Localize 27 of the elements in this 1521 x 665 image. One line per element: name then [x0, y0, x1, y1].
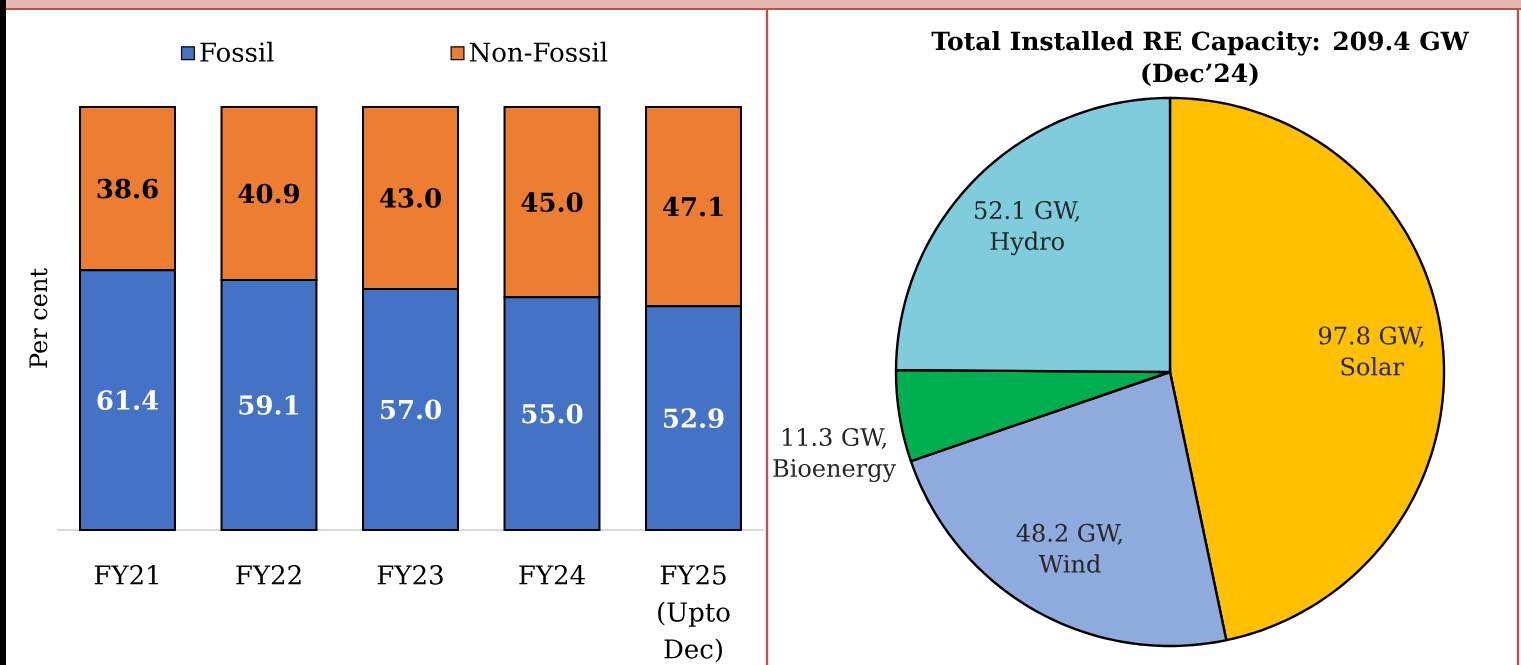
data-label: 45.0: [521, 192, 583, 213]
data-label: 38.6: [97, 178, 158, 199]
chart-title: Total Installed RE Capacity: 209.4 GW (Dec’24): [931, 31, 1470, 86]
data-label: 61.4: [97, 390, 159, 410]
slice-label: Solar: [1341, 357, 1404, 376]
data-label: 40.9: [238, 183, 300, 204]
slice-label: Hydro: [990, 231, 1064, 256]
data-label: 59.1: [239, 395, 299, 415]
data-label: 11.3 GW,: [782, 427, 886, 450]
data-label: 52.1 GW,: [975, 201, 1080, 223]
data-label: 43.0: [379, 188, 441, 208]
slice-label: Wind: [1038, 554, 1101, 573]
slice-label: Bioenergy: [773, 459, 897, 483]
data-label: 55.0: [522, 403, 583, 424]
data-label: 48.2 GW,: [1016, 523, 1122, 545]
data-label: 47.1: [662, 196, 723, 217]
x-tick-label: FY21: [94, 565, 158, 585]
legend-label: Non-Fossil: [469, 41, 608, 62]
data-label: 97.8 GW,: [1319, 326, 1424, 348]
data-label: 57.0: [380, 399, 441, 420]
x-tick-label: FY22: [236, 565, 301, 585]
x-tick-label: FY24: [519, 565, 585, 585]
legend-label: Fossil: [200, 41, 274, 62]
y-axis-title: Per cent: [29, 268, 48, 368]
x-tick-label: FY23: [377, 565, 443, 585]
x-tick-label: FY25 (Upto Dec): [658, 565, 730, 663]
data-label: 52.9: [663, 408, 724, 428]
